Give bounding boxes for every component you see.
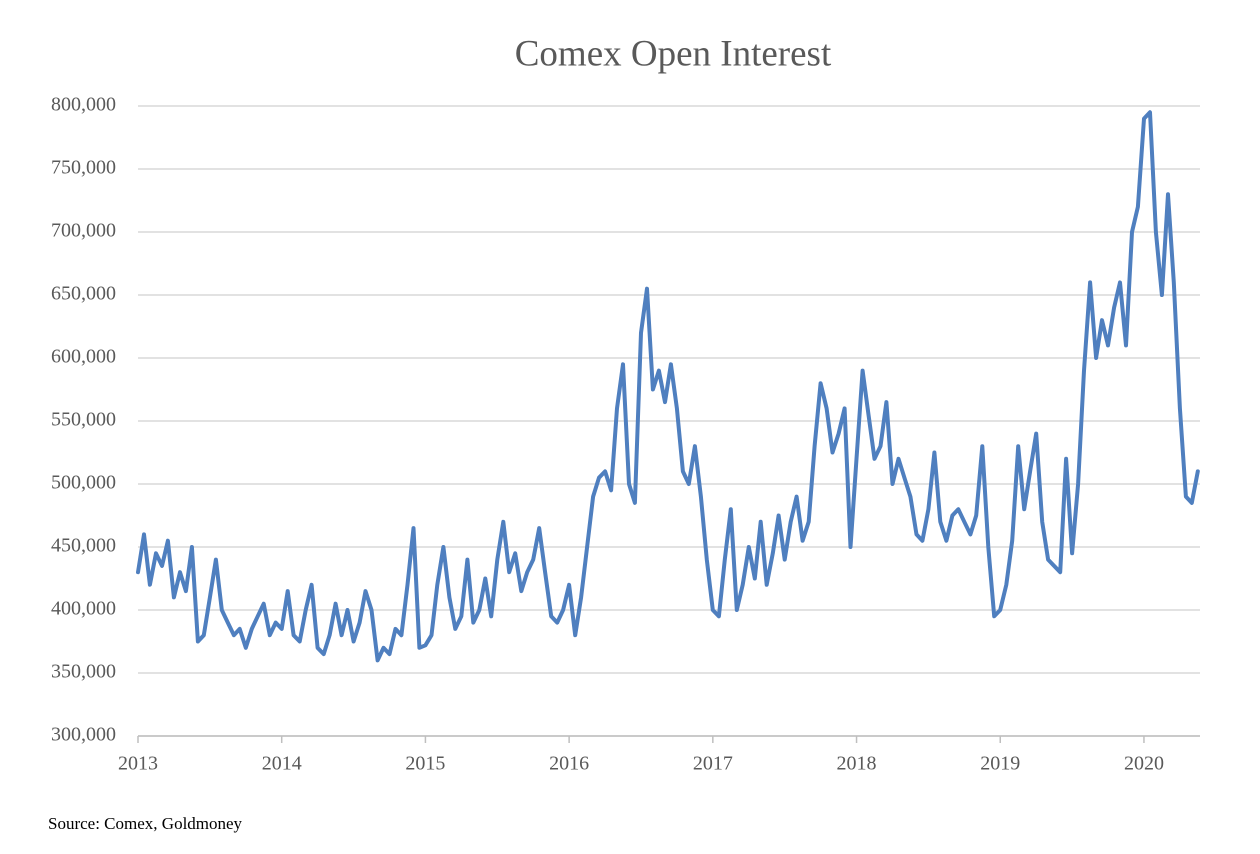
y-tick-label: 450,000: [51, 535, 116, 557]
y-tick-label: 700,000: [51, 220, 116, 242]
y-tick-label: 550,000: [51, 409, 116, 431]
y-tick-label: 400,000: [51, 598, 116, 620]
data-line: [136, 110, 1200, 663]
y-tick-label: 800,000: [51, 94, 116, 116]
y-tick-label: 650,000: [51, 283, 116, 305]
x-tick-label: 2013: [118, 753, 158, 775]
x-tick-label: 2019: [980, 753, 1020, 775]
source-note: Source: Comex, Goldmoney: [48, 814, 243, 833]
y-tick-label: 500,000: [51, 472, 116, 494]
x-tick-label: 2015: [405, 753, 445, 775]
x-tick-label: 2018: [837, 753, 877, 775]
y-tick-label: 600,000: [51, 346, 116, 368]
y-tick-label: 300,000: [51, 724, 116, 746]
x-tick-label: 2017: [693, 753, 733, 775]
x-tick-label: 2016: [549, 753, 589, 775]
y-tick-label: 750,000: [51, 157, 116, 179]
x-tick-label: 2020: [1124, 753, 1164, 775]
y-tick-label: 350,000: [51, 661, 116, 683]
chart-title: Comex Open Interest: [515, 33, 832, 74]
x-tick-label: 2014: [262, 753, 302, 775]
